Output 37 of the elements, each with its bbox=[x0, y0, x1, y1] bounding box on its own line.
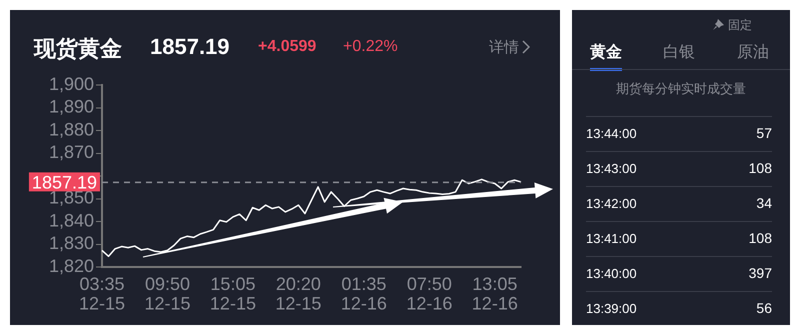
text: 1857.19 bbox=[150, 34, 230, 60]
text: 13:40:00 bbox=[586, 266, 637, 281]
y-tick-label: 1,870 bbox=[48, 142, 94, 162]
x-tick-label: 15:05 12-15 bbox=[210, 274, 256, 314]
y-tick-label: 1,900 bbox=[48, 74, 94, 94]
y-tick-label: 1,830 bbox=[48, 233, 94, 254]
text: 13:44:00 bbox=[586, 126, 637, 141]
text: 397 bbox=[748, 265, 772, 281]
x-tick-label: 01:35 12-16 bbox=[340, 274, 387, 314]
text: 原油 bbox=[737, 42, 769, 63]
y-tick-label: 1,890 bbox=[48, 96, 94, 117]
text: 13:39:00 bbox=[586, 301, 637, 316]
text: +0.22% bbox=[343, 38, 398, 56]
text: 13:42:00 bbox=[586, 196, 637, 211]
ref-line-label: 1857.19 bbox=[32, 172, 98, 192]
text: 108 bbox=[748, 230, 772, 246]
x-tick-label: 13:05 12-16 bbox=[472, 274, 518, 314]
text: 108 bbox=[748, 160, 772, 176]
x-tick-label: 20:20 12-15 bbox=[275, 274, 322, 314]
text: 详情 bbox=[489, 38, 519, 57]
text: 57 bbox=[756, 125, 772, 141]
text: 56 bbox=[756, 300, 772, 316]
y-tick-label: 1,820 bbox=[48, 256, 94, 276]
x-tick-label: 03:35 12-15 bbox=[78, 274, 126, 314]
x-tick-label: 07:50 12-16 bbox=[406, 274, 452, 314]
text: 13:41:00 bbox=[586, 231, 637, 246]
y-tick-label: 1,880 bbox=[48, 119, 94, 140]
x-tick-label: 09:50 12-15 bbox=[144, 274, 190, 314]
text: 34 bbox=[756, 195, 772, 211]
text: +4.0599 bbox=[258, 38, 316, 56]
text: 黄金 bbox=[590, 42, 622, 71]
text: 白银 bbox=[663, 43, 695, 63]
text: 固定 bbox=[728, 17, 752, 34]
y-tick-label: 1,840 bbox=[48, 210, 94, 230]
text: 13:43:00 bbox=[586, 161, 637, 176]
chart-title: 现货黄金 bbox=[34, 35, 122, 63]
text: 期货每分钟实时成交量 bbox=[615, 80, 747, 98]
